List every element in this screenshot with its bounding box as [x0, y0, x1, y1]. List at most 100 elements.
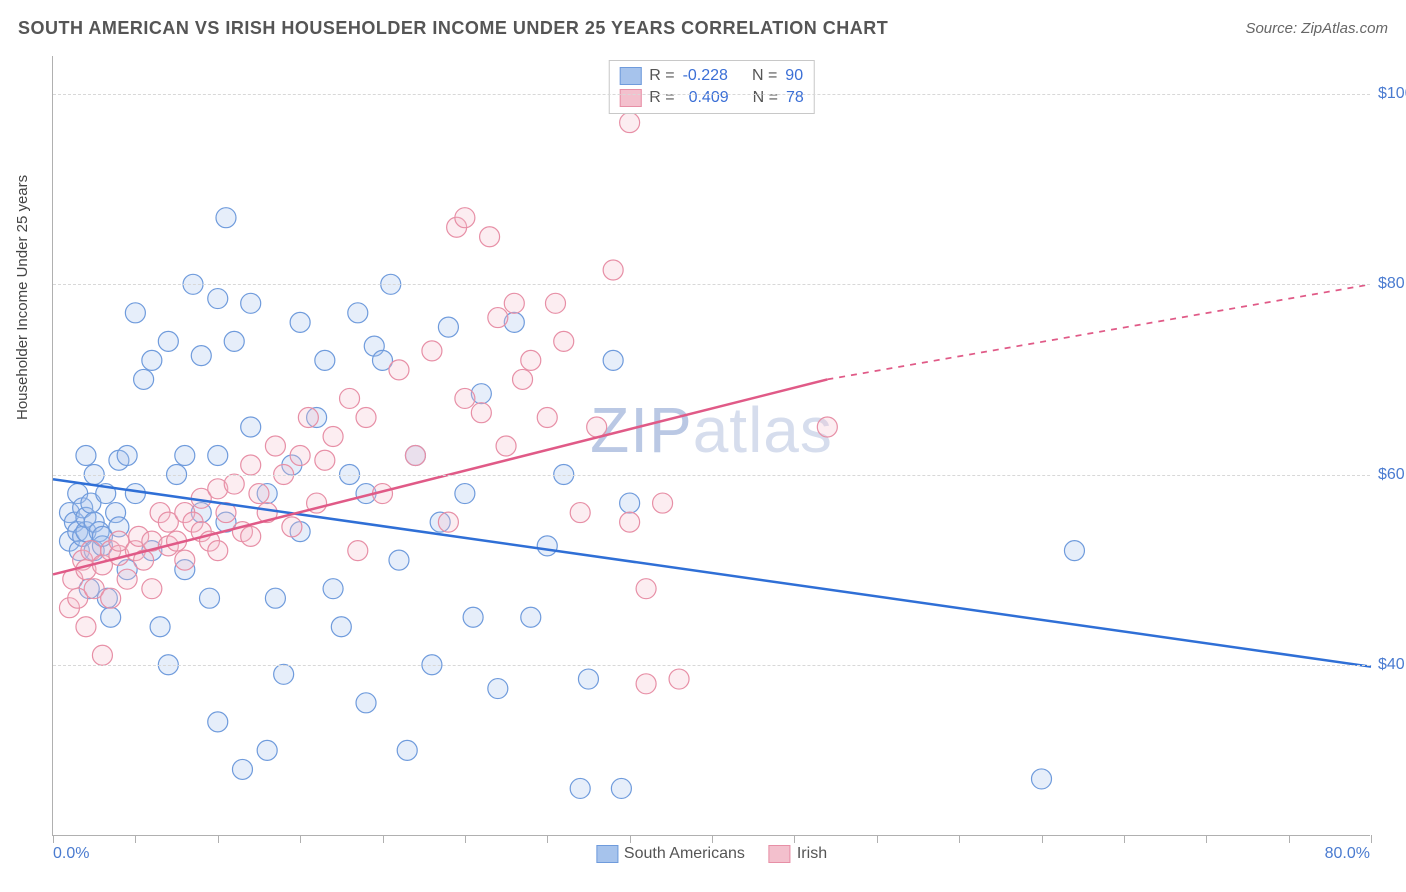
data-point	[603, 260, 623, 280]
x-tick	[135, 835, 136, 843]
gridline	[53, 94, 1370, 95]
data-point	[142, 579, 162, 599]
data-point	[175, 446, 195, 466]
data-point	[620, 493, 640, 513]
data-point	[208, 446, 228, 466]
data-point	[1032, 769, 1052, 789]
y-axis-label: Householder Income Under 25 years	[14, 175, 31, 420]
x-tick-label: 80.0%	[1325, 845, 1370, 863]
trend-line	[53, 479, 1371, 666]
data-point	[117, 569, 137, 589]
data-point	[488, 308, 508, 328]
data-point	[603, 350, 623, 370]
data-point	[397, 740, 417, 760]
data-point	[175, 550, 195, 570]
data-point	[290, 312, 310, 332]
data-point	[208, 541, 228, 561]
data-point	[570, 778, 590, 798]
legend-swatch-sa	[619, 67, 641, 85]
data-point	[125, 303, 145, 323]
x-tick	[1206, 835, 1207, 843]
data-point	[669, 669, 689, 689]
data-point	[265, 588, 285, 608]
x-tick	[630, 835, 631, 843]
data-point	[282, 517, 302, 537]
data-point	[216, 208, 236, 228]
x-tick	[794, 835, 795, 843]
data-point	[537, 536, 557, 556]
data-point	[455, 388, 475, 408]
gridline	[53, 665, 1370, 666]
data-point	[554, 331, 574, 351]
data-point	[208, 289, 228, 309]
x-tick	[877, 835, 878, 843]
data-point	[265, 436, 285, 456]
data-point	[323, 426, 343, 446]
data-point	[389, 360, 409, 380]
data-point	[92, 645, 112, 665]
data-point	[76, 617, 96, 637]
chart-svg	[53, 56, 1370, 835]
data-point	[1064, 541, 1084, 561]
data-point	[249, 484, 269, 504]
data-point	[290, 446, 310, 466]
x-tick	[712, 835, 713, 843]
data-point	[405, 446, 425, 466]
data-point	[348, 303, 368, 323]
x-tick	[218, 835, 219, 843]
chart-title: SOUTH AMERICAN VS IRISH HOUSEHOLDER INCO…	[18, 18, 888, 39]
gridline	[53, 475, 1370, 476]
data-point	[224, 474, 244, 494]
data-point	[463, 607, 483, 627]
data-point	[150, 617, 170, 637]
data-point	[340, 388, 360, 408]
y-tick-label: $40,000	[1372, 656, 1406, 674]
legend-label-sa: South Americans	[624, 845, 745, 862]
data-point	[76, 446, 96, 466]
data-point	[241, 417, 261, 437]
legend-swatch-sa-icon	[596, 845, 618, 863]
data-point	[653, 493, 673, 513]
data-point	[545, 293, 565, 313]
data-point	[611, 778, 631, 798]
legend-swatch-irish	[619, 89, 641, 107]
data-point	[488, 679, 508, 699]
data-point	[521, 607, 541, 627]
data-point	[348, 541, 368, 561]
gridline	[53, 284, 1370, 285]
legend-label-irish: Irish	[797, 845, 827, 862]
x-tick-label: 0.0%	[53, 845, 89, 863]
x-tick	[53, 835, 54, 843]
x-tick	[465, 835, 466, 843]
data-point	[356, 693, 376, 713]
plot-area: ZIPatlas R = -0.228 N = 90 R = 0.409 N =…	[52, 56, 1370, 836]
data-point	[455, 484, 475, 504]
y-tick-label: $60,000	[1372, 466, 1406, 484]
data-point	[455, 208, 475, 228]
data-point	[274, 664, 294, 684]
data-point	[570, 503, 590, 523]
x-tick	[1289, 835, 1290, 843]
x-tick	[300, 835, 301, 843]
data-point	[241, 526, 261, 546]
data-point	[480, 227, 500, 247]
data-point	[422, 341, 442, 361]
data-point	[438, 512, 458, 532]
data-point	[356, 407, 376, 427]
x-tick	[547, 835, 548, 843]
data-point	[817, 417, 837, 437]
data-point	[315, 350, 335, 370]
data-point	[521, 350, 541, 370]
data-point	[101, 607, 121, 627]
data-point	[537, 407, 557, 427]
data-point	[241, 455, 261, 475]
data-point	[331, 617, 351, 637]
data-point	[578, 669, 598, 689]
x-tick	[383, 835, 384, 843]
data-point	[496, 436, 516, 456]
data-point	[298, 407, 318, 427]
data-point	[101, 588, 121, 608]
x-tick	[1124, 835, 1125, 843]
data-point	[389, 550, 409, 570]
data-point	[438, 317, 458, 337]
